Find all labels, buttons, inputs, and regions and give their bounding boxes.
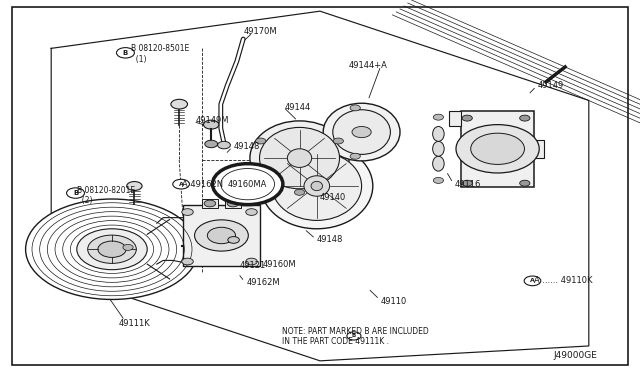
Text: J49000GE: J49000GE (554, 351, 598, 360)
Circle shape (77, 229, 147, 270)
Circle shape (456, 125, 539, 173)
Circle shape (520, 115, 530, 121)
Circle shape (246, 209, 257, 215)
Circle shape (207, 227, 236, 244)
Text: NOTE: PART MARKED B ARE INCLUDED
IN THE PART CODE 49111K .: NOTE: PART MARKED B ARE INCLUDED IN THE … (282, 327, 428, 346)
Bar (183, 205, 260, 266)
Circle shape (205, 140, 218, 148)
Ellipse shape (287, 149, 312, 167)
Circle shape (182, 209, 193, 215)
Circle shape (67, 188, 84, 198)
Text: 49160M: 49160M (262, 260, 296, 269)
Ellipse shape (433, 141, 444, 156)
Text: 49170M: 49170M (243, 27, 277, 36)
Text: A: A (530, 278, 535, 283)
Circle shape (333, 138, 344, 144)
Text: 49110: 49110 (381, 297, 407, 306)
Circle shape (246, 258, 257, 265)
Circle shape (524, 276, 541, 286)
Bar (202, 199, 218, 208)
Ellipse shape (304, 176, 330, 196)
Circle shape (195, 220, 248, 251)
Circle shape (173, 179, 189, 189)
Ellipse shape (250, 121, 349, 195)
Text: A: A (179, 182, 184, 187)
Circle shape (88, 235, 136, 263)
Circle shape (350, 105, 360, 111)
Circle shape (433, 177, 444, 183)
Circle shape (227, 200, 239, 207)
Text: 49149: 49149 (538, 81, 564, 90)
Circle shape (221, 169, 275, 200)
Ellipse shape (260, 128, 340, 189)
Ellipse shape (272, 152, 362, 220)
Circle shape (182, 258, 193, 265)
Circle shape (218, 141, 230, 149)
Circle shape (520, 180, 530, 186)
Bar (449, 111, 461, 126)
Circle shape (462, 115, 472, 121)
Circle shape (26, 199, 198, 299)
Circle shape (116, 48, 134, 58)
Circle shape (123, 244, 133, 250)
Bar (461, 111, 534, 187)
Ellipse shape (333, 110, 390, 154)
Text: 49148: 49148 (234, 142, 260, 151)
Circle shape (204, 200, 216, 207)
Ellipse shape (311, 182, 323, 191)
Ellipse shape (261, 143, 372, 229)
Circle shape (204, 120, 219, 129)
Text: B: B (352, 333, 356, 339)
Text: 49160MA: 49160MA (227, 180, 267, 189)
Text: 49111K: 49111K (118, 319, 150, 328)
Circle shape (352, 126, 371, 138)
Circle shape (255, 138, 266, 144)
Text: 49116: 49116 (454, 180, 481, 189)
Text: B: B (123, 50, 128, 56)
Text: B 08120-8501E
  (1): B 08120-8501E (1) (131, 44, 189, 64)
Ellipse shape (433, 126, 444, 141)
Circle shape (462, 180, 472, 186)
Ellipse shape (323, 103, 400, 161)
Circle shape (228, 237, 239, 243)
Text: B 08120-8201E
  (2): B 08120-8201E (2) (77, 186, 135, 205)
Circle shape (98, 241, 126, 257)
Text: 49148: 49148 (317, 235, 343, 244)
Circle shape (212, 164, 283, 205)
Text: 49121: 49121 (240, 262, 266, 270)
Ellipse shape (433, 156, 444, 171)
Text: B: B (73, 190, 78, 196)
Circle shape (347, 332, 361, 340)
Text: 49162M: 49162M (246, 278, 280, 287)
Circle shape (171, 99, 188, 109)
Circle shape (433, 114, 444, 120)
Text: A 49162N: A 49162N (182, 180, 223, 189)
Text: A ...... 49110K: A ...... 49110K (534, 276, 593, 285)
Circle shape (127, 182, 142, 190)
Bar (534, 140, 544, 158)
Text: 49149M: 49149M (195, 116, 228, 125)
Text: 49144+A: 49144+A (349, 61, 388, 70)
Circle shape (471, 133, 525, 164)
Circle shape (294, 189, 305, 195)
Text: 49144: 49144 (285, 103, 311, 112)
Bar (225, 199, 241, 208)
Text: 49140: 49140 (320, 193, 346, 202)
Circle shape (350, 153, 360, 159)
